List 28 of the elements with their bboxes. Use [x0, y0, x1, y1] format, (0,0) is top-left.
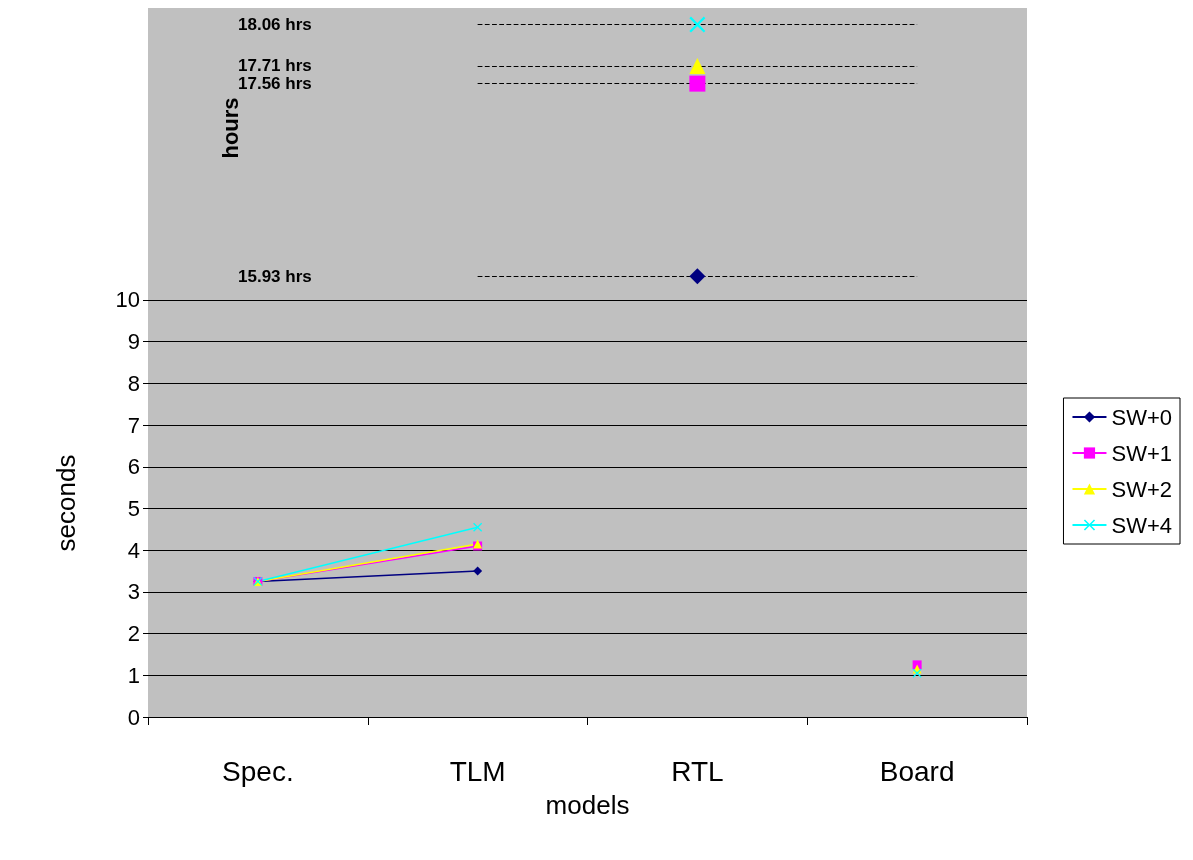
y-tick-label: 8 — [127, 370, 140, 396]
y-tick-label: 0 — [127, 704, 140, 730]
x-tick-label: Board — [879, 755, 955, 787]
y2-axis-title: hours — [217, 97, 243, 159]
y-tick-label: 2 — [127, 621, 140, 647]
y-tick-label: 6 — [127, 454, 140, 480]
y-tick-label: 10 — [115, 287, 140, 313]
x-tick-label: RTL — [671, 755, 724, 787]
y-tick-label: 7 — [127, 412, 140, 438]
legend-label: SW+1 — [1111, 440, 1173, 466]
x-tick-label: Spec. — [222, 755, 294, 787]
y-axis-title: seconds — [51, 454, 81, 552]
y-tick-label: 3 — [127, 579, 140, 605]
legend-label: SW+4 — [1111, 512, 1173, 538]
x-tick-label: TLM — [449, 755, 506, 787]
legend-label: SW+2 — [1111, 476, 1173, 502]
point — [473, 566, 483, 576]
y-tick-label: 5 — [127, 495, 140, 521]
y2-tick-label: 18.06 hrs — [238, 15, 312, 35]
y-tick-label: 4 — [127, 537, 140, 563]
point — [473, 522, 483, 532]
y-tick-label: 1 — [127, 662, 140, 688]
y2-tick-label: 17.56 hrs — [238, 74, 312, 94]
y2-tick-label: 15.93 hrs — [238, 266, 312, 286]
x-axis-title: models — [545, 790, 630, 820]
y2-tick-label: 17.71 hrs — [238, 56, 312, 76]
y-tick-label: 9 — [127, 329, 140, 355]
legend-label: SW+0 — [1111, 404, 1173, 430]
